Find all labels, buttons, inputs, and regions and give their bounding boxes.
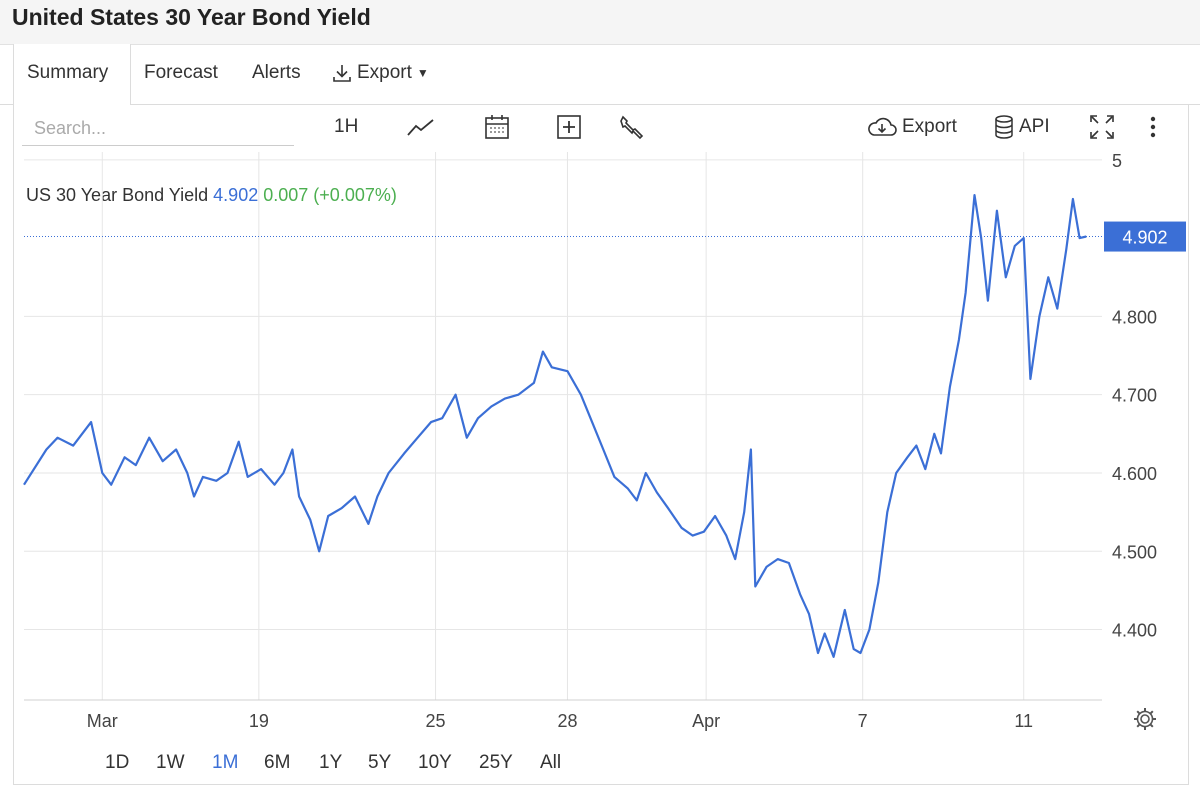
range-25y-button[interactable]: 25Y xyxy=(479,752,513,773)
y-tick-label: 4.400 xyxy=(1112,621,1157,641)
tab-export[interactable]: Export ▼ xyxy=(331,62,429,84)
range-1y-button[interactable]: 1Y xyxy=(319,752,343,773)
y-tick-label: 4.700 xyxy=(1112,386,1157,406)
chart-legend: US 30 Year Bond Yield 4.902 0.007 (+0.00… xyxy=(26,185,397,206)
interval-label: 1H xyxy=(334,116,359,137)
export-toolbar-label: Export xyxy=(902,116,957,137)
x-tick-label: 19 xyxy=(249,711,269,731)
more-vert-icon[interactable] xyxy=(1142,112,1164,142)
x-tick-label: 25 xyxy=(426,711,446,731)
download-icon xyxy=(333,65,351,82)
interval-button[interactable]: 1H xyxy=(334,112,358,142)
range-1d-button[interactable]: 1D xyxy=(105,752,130,773)
legend-value: 4.902 xyxy=(213,185,259,205)
tab-forecast[interactable]: Forecast xyxy=(144,62,218,83)
search-input[interactable] xyxy=(22,112,294,146)
x-tick-label: 7 xyxy=(858,711,868,731)
x-tick-label: Mar xyxy=(87,711,118,731)
last-value-badge xyxy=(1104,221,1186,252)
tab-alerts[interactable]: Alerts xyxy=(252,62,301,83)
range-1m-button[interactable]: 1M xyxy=(212,752,239,773)
range-1w-button[interactable]: 1W xyxy=(156,752,185,773)
legend-change-pct: (+0.007%) xyxy=(313,185,397,205)
fullscreen-icon[interactable] xyxy=(1088,112,1116,142)
range-10y-button[interactable]: 10Y xyxy=(418,752,452,773)
y-tick-label: 4.500 xyxy=(1112,542,1157,562)
legend-series-name: US 30 Year Bond Yield xyxy=(26,185,209,205)
database-icon xyxy=(995,115,1013,139)
tab-active-indicator xyxy=(13,44,131,105)
gear-icon[interactable] xyxy=(1132,704,1158,734)
tab-bar: Summary Forecast Alerts Export ▼ xyxy=(0,44,1200,105)
y-tick-label: 5 xyxy=(1112,151,1122,171)
plus-box-icon[interactable] xyxy=(556,112,582,142)
wrench-icon[interactable] xyxy=(618,112,646,142)
calendar-icon[interactable] xyxy=(483,112,511,142)
y-tick-label: 4.600 xyxy=(1112,464,1157,484)
range-5y-button[interactable]: 5Y xyxy=(368,752,392,773)
export-toolbar-button[interactable]: Export xyxy=(866,112,957,142)
tab-summary[interactable]: Summary xyxy=(27,62,109,83)
cloud-download-icon xyxy=(868,117,897,136)
line-chart-icon[interactable] xyxy=(406,112,436,142)
y-tick-label: 4.800 xyxy=(1112,307,1157,327)
legend-change: 0.007 xyxy=(263,185,309,205)
range-all-button[interactable]: All xyxy=(540,752,562,773)
series-line xyxy=(23,194,1087,658)
api-button[interactable]: API xyxy=(993,112,1050,142)
range-6m-button[interactable]: 6M xyxy=(264,752,291,773)
x-tick-label: 28 xyxy=(557,711,577,731)
last-value-label: 4.902 xyxy=(1122,228,1167,248)
caret-down-icon: ▼ xyxy=(416,66,429,80)
x-tick-label: 11 xyxy=(1014,711,1033,731)
x-tick-label: Apr xyxy=(692,711,720,731)
title-bar: United States 30 Year Bond Yield xyxy=(0,0,1200,45)
page-title: United States 30 Year Bond Yield xyxy=(12,4,371,30)
chart-frame xyxy=(13,104,1189,785)
tab-export-label: Export xyxy=(357,62,412,83)
api-label: API xyxy=(1019,116,1050,137)
